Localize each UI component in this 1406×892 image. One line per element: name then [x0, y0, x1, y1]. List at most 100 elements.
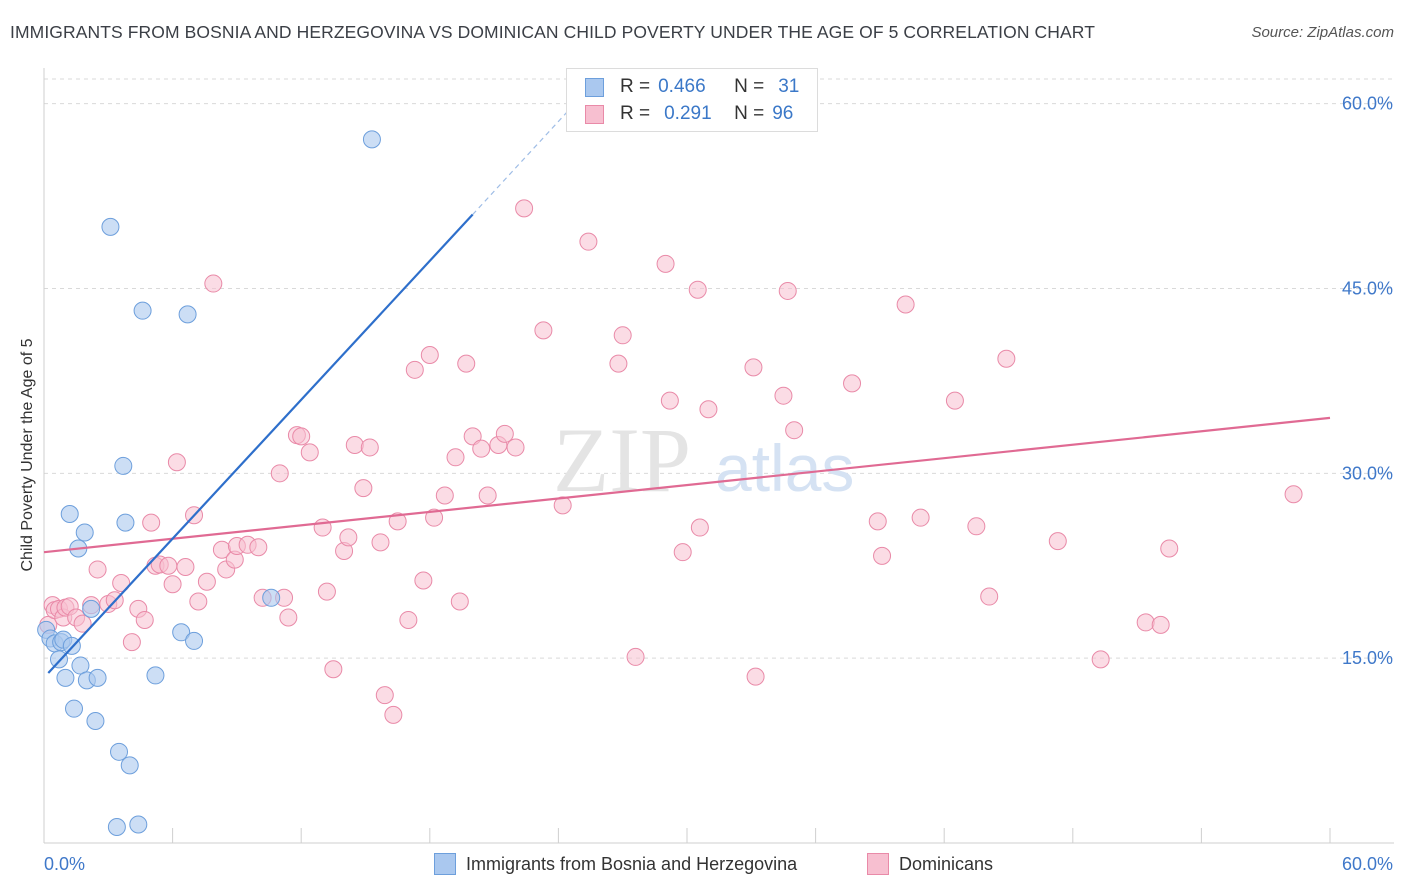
y-tick-label: 60.0% — [1342, 94, 1393, 114]
bottom-legend-bosnia: Immigrants from Bosnia and Herzegovina — [434, 851, 797, 877]
data-point-dominicans — [945, 391, 964, 410]
bottom-legend-dominicans: Dominicans — [867, 851, 993, 877]
data-point-dominicans — [626, 647, 645, 666]
data-point-dominicans — [163, 575, 182, 594]
data-point-dominicans — [270, 464, 289, 483]
data-point-dominicans — [317, 582, 336, 601]
series-bosnia-points — [37, 130, 381, 836]
data-point-bosnia — [88, 668, 107, 687]
data-point-dominicans — [176, 557, 195, 576]
legend-n-label: N = — [734, 76, 765, 97]
data-point-dominicans — [388, 512, 407, 531]
data-point-dominicans — [690, 518, 709, 537]
data-point-dominicans — [609, 354, 628, 373]
data-point-dominicans — [515, 199, 534, 218]
data-point-dominicans — [399, 610, 418, 629]
data-point-dominicans — [414, 571, 433, 590]
data-point-dominicans — [495, 424, 514, 443]
data-point-bosnia — [82, 599, 101, 618]
data-point-dominicans — [384, 705, 403, 724]
data-point-dominicans — [1151, 615, 1170, 634]
data-point-dominicans — [112, 573, 131, 592]
data-point-dominicans — [472, 439, 491, 458]
legend-r-label: R = — [620, 76, 651, 97]
data-point-dominicans — [785, 421, 804, 440]
data-point-dominicans — [345, 435, 364, 454]
y-tick-label: 15.0% — [1342, 648, 1393, 668]
y-axis-label: Child Poverty Under the Age of 5 — [19, 338, 36, 572]
data-point-bosnia — [262, 588, 281, 607]
data-point-dominicans — [142, 513, 161, 532]
data-point-dominicans — [967, 517, 986, 536]
data-point-dominicans — [656, 254, 675, 273]
data-point-dominicans — [457, 354, 476, 373]
data-point-dominicans — [435, 486, 454, 505]
data-point-dominicans — [135, 610, 154, 629]
legend-row-dominicans: R = 0.291 N = 96 — [585, 102, 793, 126]
data-point-bosnia — [60, 504, 79, 523]
trend-line-bosnia — [47, 213, 474, 674]
data-point-dominicans — [88, 560, 107, 579]
data-point-dominicans — [354, 479, 373, 498]
data-point-bosnia — [107, 817, 126, 836]
watermark-zip: ZIP — [553, 409, 691, 511]
data-point-dominicans — [339, 528, 358, 547]
data-point-dominicans — [425, 508, 444, 527]
data-point-dominicans — [688, 280, 707, 299]
data-point-dominicans — [1284, 485, 1303, 504]
data-point-dominicans — [579, 232, 598, 251]
data-point-dominicans — [506, 438, 525, 457]
data-point-bosnia — [86, 712, 105, 731]
data-point-dominicans — [744, 358, 763, 377]
data-point-dominicans — [292, 427, 311, 446]
data-point-bosnia — [362, 130, 381, 149]
data-point-dominicans — [699, 400, 718, 419]
watermark-atlas: atlas — [715, 431, 854, 505]
bottom-legend-label-dominicans: Dominicans — [899, 853, 994, 874]
data-point-bosnia — [50, 650, 69, 669]
data-point-bosnia — [129, 815, 148, 834]
data-point-dominicans — [1048, 532, 1067, 551]
data-point-dominicans — [911, 508, 930, 527]
data-point-dominicans — [446, 448, 465, 467]
bottom-legend-label-bosnia: Immigrants from Bosnia and Herzegovina — [466, 853, 798, 874]
data-point-dominicans — [896, 295, 915, 314]
data-point-dominicans — [360, 438, 379, 457]
legend-n-value-bosnia: 31 — [778, 76, 800, 97]
data-point-dominicans — [450, 592, 469, 611]
data-point-dominicans — [1160, 539, 1179, 558]
legend-n-label: N = — [734, 103, 765, 124]
data-point-dominicans — [478, 486, 497, 505]
data-point-bosnia — [56, 668, 75, 687]
watermark: ZIP atlas — [553, 409, 854, 511]
data-point-dominicans — [249, 538, 268, 557]
data-point-dominicans — [204, 274, 223, 293]
data-point-dominicans — [300, 443, 319, 462]
legend-swatch-blue — [585, 77, 604, 97]
chart-title: IMMIGRANTS FROM BOSNIA AND HERZEGOVINA V… — [10, 22, 1095, 42]
data-point-bosnia — [185, 631, 204, 650]
y-tick-label: 30.0% — [1342, 463, 1393, 483]
correlation-legend: R = 0.466 N = 31 R = 0.291 N = 96 — [566, 68, 818, 132]
trend-lines — [43, 109, 1331, 674]
data-point-bosnia — [101, 217, 120, 236]
data-point-bosnia — [75, 523, 94, 542]
legend-r-value-bosnia: 0.466 — [658, 76, 706, 97]
bottom-legend-swatch-pink — [867, 853, 889, 875]
legend-swatch-pink — [585, 104, 604, 124]
x-tick-label-max: 60.0% — [1342, 854, 1393, 874]
legend-r-value-dominicans: 0.291 — [664, 103, 712, 124]
data-point-dominicans — [873, 546, 892, 565]
trend-line-dominicans — [43, 416, 1331, 554]
y-tick-label: 45.0% — [1342, 278, 1393, 298]
data-point-dominicans — [997, 349, 1016, 368]
data-point-dominicans — [122, 633, 141, 652]
data-point-bosnia — [120, 756, 139, 775]
x-tick-label-min: 0.0% — [44, 854, 85, 874]
legend-row-bosnia: R = 0.466 N = 31 — [585, 75, 799, 99]
data-point-dominicans — [279, 608, 298, 627]
data-point-dominicans — [980, 587, 999, 606]
data-point-dominicans — [613, 326, 632, 345]
data-point-dominicans — [463, 427, 482, 446]
